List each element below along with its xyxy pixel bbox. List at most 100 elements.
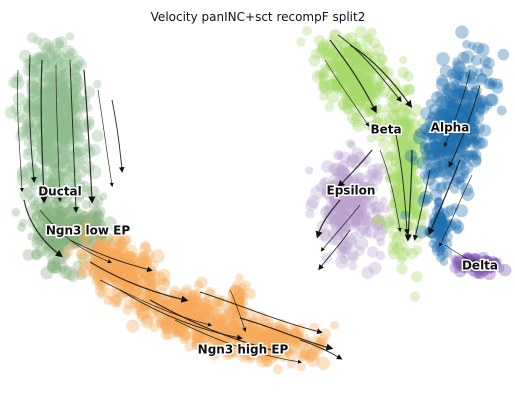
cell-point — [357, 195, 369, 207]
cell-point — [54, 184, 64, 194]
cell-point — [42, 137, 52, 147]
cell-point — [162, 306, 175, 319]
cell-point — [245, 320, 260, 335]
cell-point — [133, 272, 142, 282]
cell-point — [47, 182, 60, 195]
cell-point — [139, 299, 151, 311]
cell-point — [32, 53, 43, 64]
cell-point — [160, 320, 175, 334]
cell-point — [119, 259, 133, 273]
cell-point — [296, 37, 306, 47]
cell-point — [263, 332, 278, 347]
cell-point — [94, 244, 108, 258]
cell-point — [63, 103, 73, 113]
cell-point — [49, 145, 62, 158]
cell-point — [49, 126, 63, 139]
cell-point — [331, 167, 341, 177]
cell-point — [104, 243, 116, 254]
cell-point — [46, 71, 58, 83]
cell-point — [134, 256, 145, 268]
cell-point — [19, 49, 32, 62]
cell-point — [145, 292, 156, 304]
cell-point — [236, 306, 249, 319]
cell-point — [328, 195, 338, 205]
cell-point — [112, 269, 123, 280]
cell-point — [50, 161, 64, 174]
cell-point — [162, 316, 171, 325]
cell-point — [71, 63, 80, 72]
cell-point — [70, 231, 82, 242]
cell-point — [304, 351, 315, 363]
cell-point — [259, 326, 268, 335]
cell-point — [52, 185, 62, 195]
cell-point — [69, 83, 83, 96]
cell-point — [46, 119, 59, 132]
cell-point — [247, 324, 259, 337]
cluster-points-ductal — [4, 32, 104, 239]
cell-point — [72, 73, 82, 82]
cell-point — [141, 248, 155, 262]
cell-point — [102, 249, 112, 260]
cell-point — [58, 69, 67, 79]
cell-point — [47, 81, 58, 91]
cell-point — [442, 170, 452, 180]
cell-point — [80, 122, 90, 132]
cell-point — [95, 238, 104, 247]
cell-point — [54, 205, 68, 219]
cell-point — [47, 120, 58, 132]
cell-point — [110, 249, 121, 259]
cell-point — [95, 257, 110, 272]
cell-point — [211, 338, 220, 347]
cell-point — [271, 330, 280, 339]
cell-point — [182, 304, 192, 315]
cell-point — [98, 254, 108, 265]
cell-point — [51, 69, 65, 83]
cluster-label-ngn3-low-ep: Ngn3 low EP — [46, 224, 131, 238]
cell-point — [94, 240, 106, 252]
cell-point — [75, 101, 85, 111]
cell-point — [46, 75, 55, 84]
cell-point — [114, 247, 124, 256]
cluster-label-delta: Delta — [462, 259, 498, 273]
cell-point — [186, 301, 201, 316]
cell-point — [149, 259, 159, 269]
cell-point — [216, 308, 230, 322]
cell-point — [65, 130, 80, 145]
cell-point — [135, 303, 144, 313]
cell-point — [72, 130, 84, 142]
cell-point — [122, 274, 137, 289]
cell-point — [47, 215, 58, 226]
cell-point — [46, 70, 61, 84]
cell-point — [195, 276, 208, 289]
cell-point — [95, 228, 107, 241]
cell-point — [55, 40, 64, 49]
cell-point — [31, 137, 42, 148]
cell-point — [63, 102, 74, 113]
cell-point — [62, 233, 72, 244]
cell-point — [94, 241, 105, 253]
cell-point — [47, 84, 62, 99]
cell-point — [263, 332, 275, 344]
cell-point — [117, 246, 130, 258]
cell-point — [192, 311, 204, 323]
cell-point — [62, 86, 72, 97]
cluster-label-alpha: Alpha — [431, 121, 470, 135]
cell-point — [55, 177, 65, 187]
cell-point — [49, 232, 61, 245]
cell-point — [171, 321, 184, 335]
cell-point — [215, 315, 227, 327]
cell-point — [131, 264, 142, 274]
cell-point — [197, 312, 207, 321]
cell-point — [71, 76, 85, 91]
cell-point — [70, 219, 79, 229]
cell-point — [245, 350, 255, 361]
cell-point — [92, 235, 103, 246]
cell-point — [54, 181, 66, 192]
cell-point — [26, 129, 40, 143]
cell-point — [137, 261, 146, 270]
cell-point — [141, 254, 152, 265]
cell-point — [123, 268, 137, 282]
cell-point — [77, 210, 92, 225]
cell-point — [48, 45, 62, 59]
cell-point — [42, 143, 55, 155]
